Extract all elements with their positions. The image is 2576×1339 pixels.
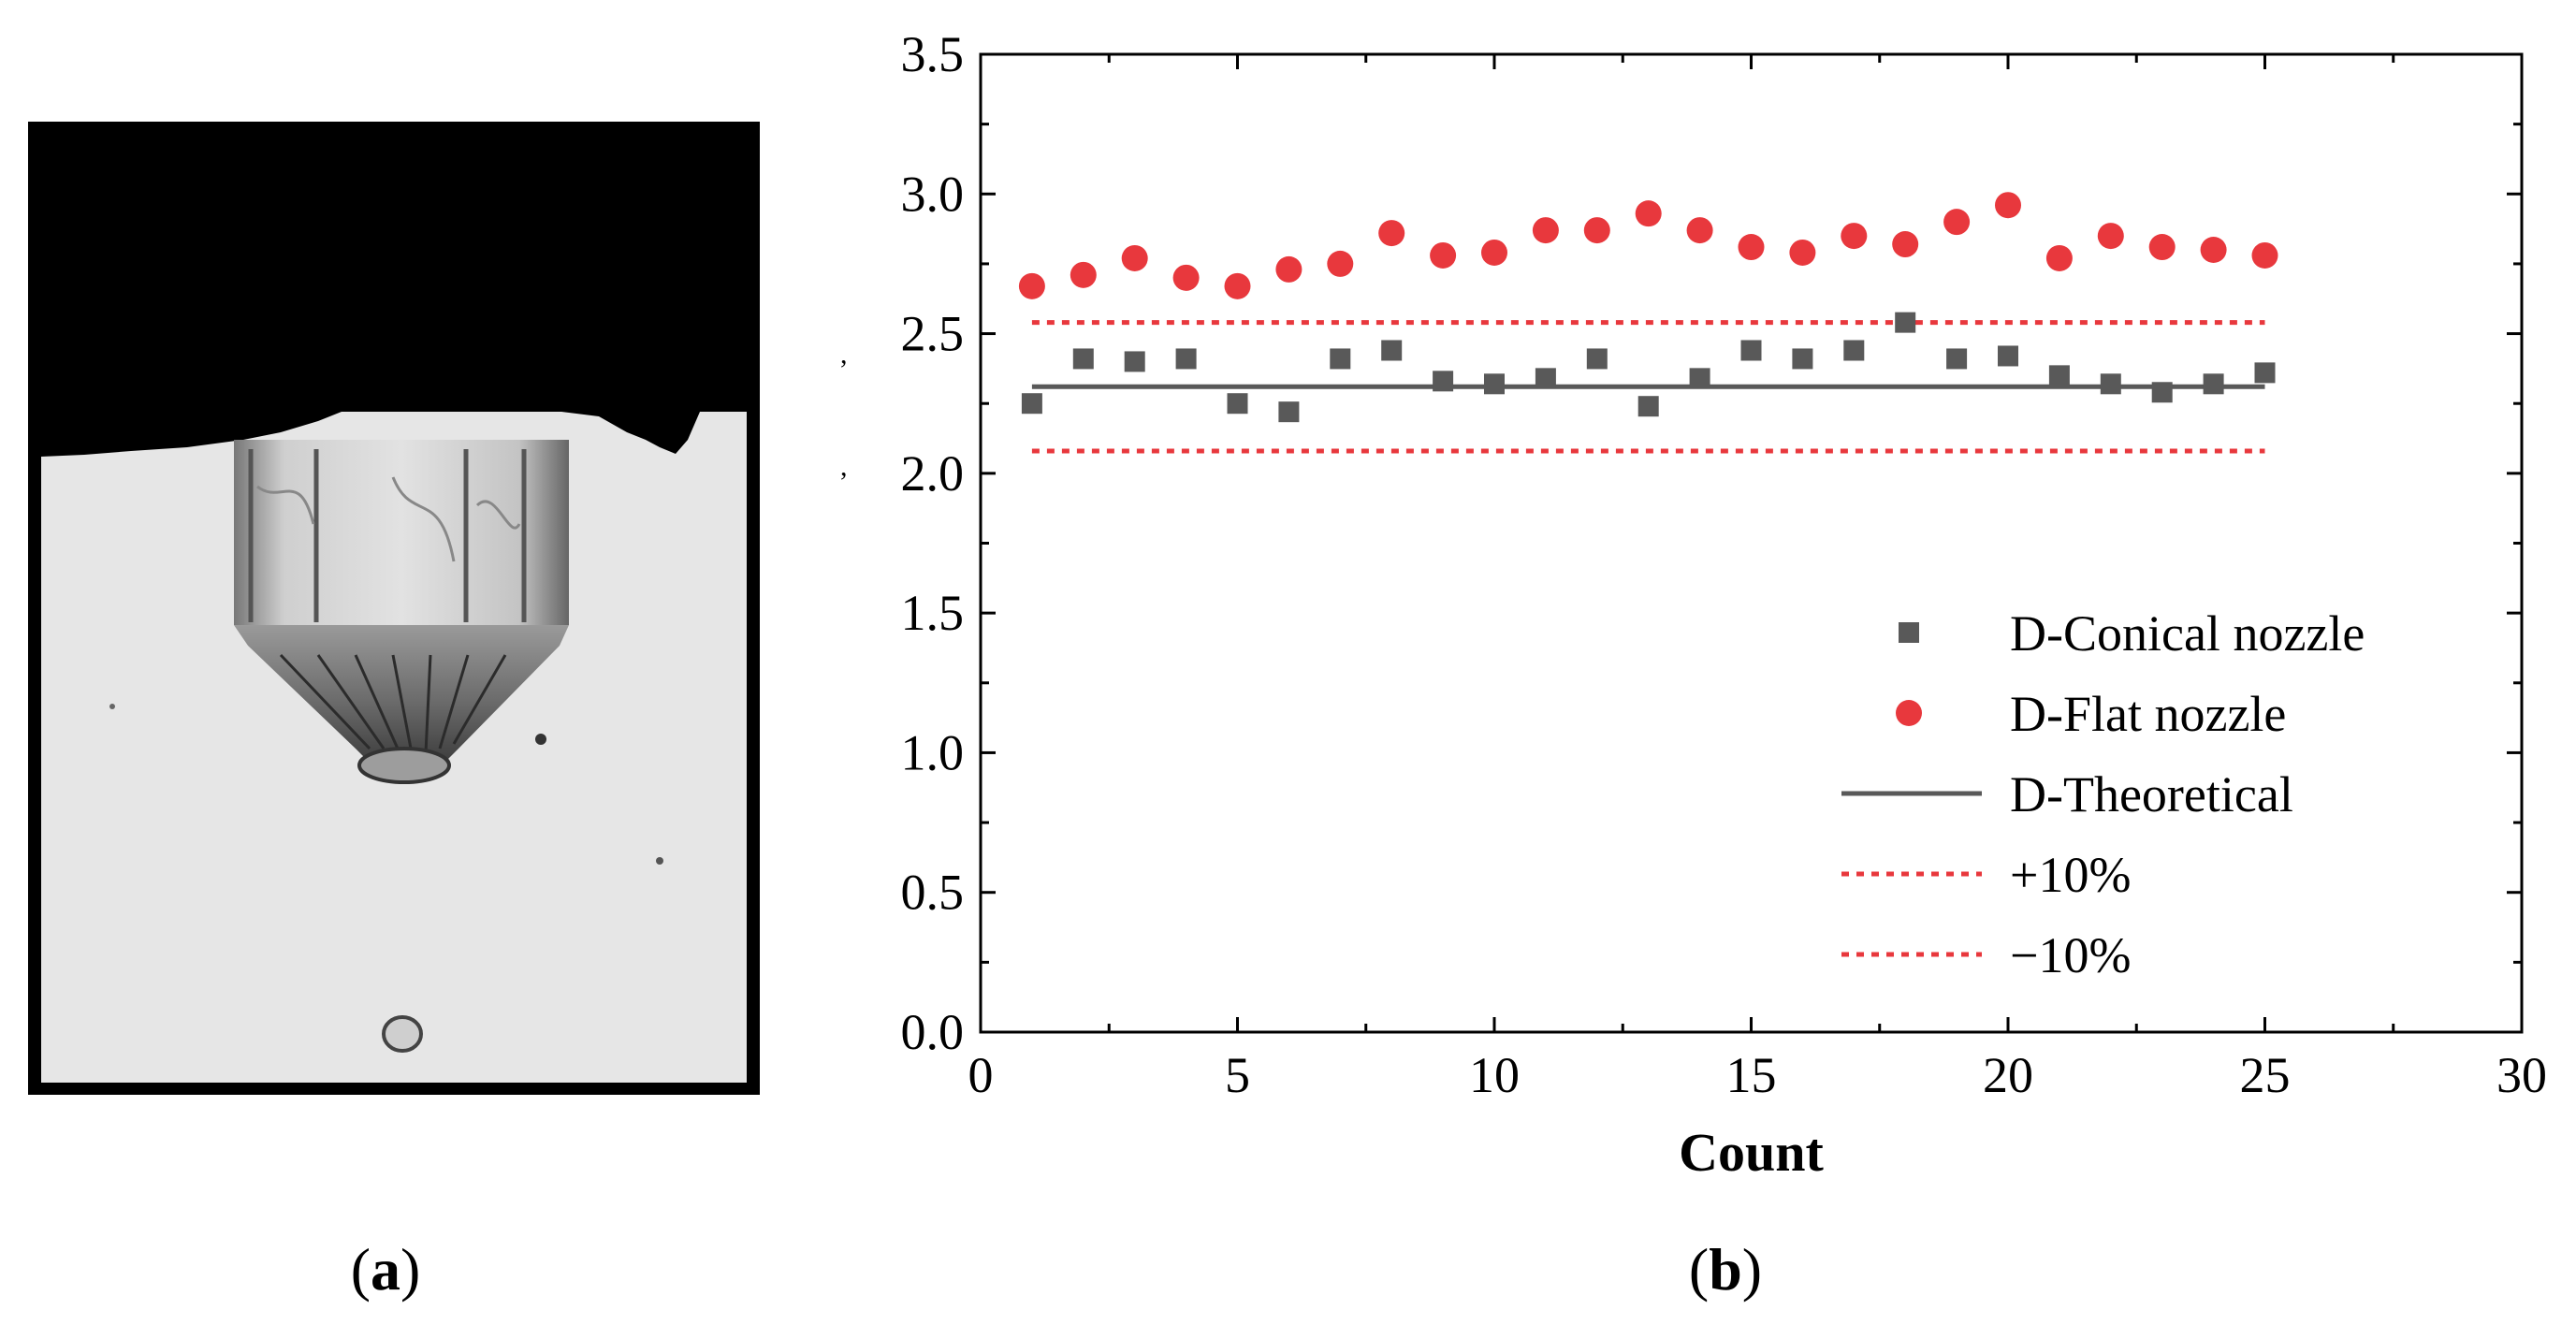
data-point-conical <box>2254 362 2276 384</box>
data-point-conical <box>2100 373 2121 395</box>
photo-speck <box>656 857 663 865</box>
data-point-flat <box>1789 239 1816 266</box>
panel-letter-b: b <box>1709 1236 1742 1303</box>
legend-label: D-Flat nozzle <box>2010 686 2286 742</box>
legend-marker-circle <box>1896 700 1922 726</box>
x-tick-label: 10 <box>1469 1047 1520 1103</box>
data-point-flat <box>1738 234 1765 261</box>
y-tick-label: 2.5 <box>901 306 965 362</box>
data-point-conical <box>1946 348 1968 370</box>
nozzle-photo <box>28 122 760 1095</box>
y-tick-label: 3.0 <box>901 166 965 222</box>
data-points <box>1018 192 2278 423</box>
y-axis: 0.0 0.5 1.0 1.5 2.0 2.5 3.0 3.5 <box>901 26 2522 1060</box>
y-tick-label: 1.5 <box>901 585 965 641</box>
x-tick-label: 30 <box>2496 1047 2547 1103</box>
data-point-conical <box>1740 340 1762 361</box>
y-tick-label: 0.0 <box>901 1004 965 1060</box>
photo-speck <box>535 734 546 745</box>
legend-label: D-Conical nozzle <box>2010 605 2365 662</box>
nozzle-barrel-texture <box>248 449 527 622</box>
x-tick-label: 0 <box>968 1047 994 1103</box>
data-point-flat <box>1481 239 1507 266</box>
data-point-conical <box>1484 373 1505 395</box>
data-point-flat <box>1532 217 1559 244</box>
data-point-conical <box>1072 348 1094 370</box>
x-axis-label: Count <box>1679 1122 1824 1183</box>
falling-droplet <box>382 1015 423 1053</box>
nozzle-cone-streaks <box>279 653 507 754</box>
data-point-conical <box>1227 393 1248 415</box>
data-point-conical <box>1175 348 1197 370</box>
x-tick-label: 5 <box>1225 1047 1250 1103</box>
data-point-conical <box>2203 373 2224 395</box>
y-axis-label-fragment: , <box>840 339 848 370</box>
reference-lines <box>1031 320 2265 454</box>
x-tick-label: 25 <box>2240 1047 2291 1103</box>
data-point-conical <box>1895 312 1916 333</box>
x-axis: 0 5 10 15 20 25 30 <box>968 54 2547 1103</box>
scatter-chart: 0.0 0.5 1.0 1.5 2.0 2.5 3.0 3.5 0 5 10 15 20 25 30 Co… <box>840 26 2547 1183</box>
data-point-flat <box>1172 264 1200 291</box>
data-point-flat <box>1224 272 1251 299</box>
data-point-conical <box>1586 348 1608 370</box>
legend-label: −10% <box>2010 927 2131 983</box>
y-tick-label: 1.0 <box>901 724 965 780</box>
data-point-conical <box>1998 345 2018 367</box>
data-point-conical <box>1381 340 1403 361</box>
data-point-flat <box>1275 255 1303 283</box>
data-point-flat <box>1686 217 1713 244</box>
data-point-conical <box>1843 340 1865 361</box>
photo-dark-mount <box>41 135 747 457</box>
data-point-conical <box>1330 348 1351 370</box>
data-point-flat <box>2251 241 2278 269</box>
data-point-flat <box>1583 217 1610 244</box>
data-point-flat <box>1378 220 1405 247</box>
data-point-flat <box>1121 244 1148 271</box>
data-point-flat <box>1841 223 1868 250</box>
data-point-flat <box>1070 261 1097 288</box>
data-point-flat <box>1995 192 2021 219</box>
data-point-conical <box>2048 365 2070 386</box>
data-point-flat <box>1892 231 1919 258</box>
y-tick-label: 0.5 <box>901 865 965 921</box>
panel-letter-a: a <box>371 1236 400 1303</box>
data-point-conical <box>1278 401 1300 423</box>
legend-marker-square <box>1899 622 1919 643</box>
data-point-flat <box>2200 237 2227 263</box>
legend-label: D-Theoretical <box>2010 766 2293 822</box>
panel-label-a: (a) <box>351 1236 421 1303</box>
y-tick-label: 2.0 <box>901 445 965 502</box>
data-point-conical <box>1689 368 1710 389</box>
legend-label: +10% <box>2010 847 2131 903</box>
data-point-flat <box>1327 250 1354 277</box>
y-tick-label: 3.5 <box>901 26 965 82</box>
photo-speck <box>109 704 115 709</box>
x-tick-label: 15 <box>1726 1047 1777 1103</box>
data-point-conical <box>1021 393 1042 415</box>
data-point-flat <box>2148 234 2176 261</box>
data-point-flat <box>1635 200 1662 227</box>
data-point-flat <box>1943 209 1971 236</box>
data-point-conical <box>2151 382 2173 403</box>
data-point-conical <box>1792 348 1813 370</box>
plot-area-frame <box>979 52 2524 1034</box>
tip-droplet <box>357 747 451 784</box>
y-axis-label-fragment: , <box>840 451 848 482</box>
panel-label-b: (b) <box>1689 1236 1762 1303</box>
data-point-conical <box>1433 371 1454 392</box>
data-point-conical <box>1535 368 1556 389</box>
nozzle-barrel <box>234 440 569 625</box>
legend: D-Conical nozzle D-Flat nozzle D-Theoretic… <box>1841 605 2365 983</box>
data-point-flat <box>2045 244 2073 271</box>
data-point-conical <box>1124 351 1145 372</box>
data-point-flat <box>1430 241 1457 269</box>
x-tick-label: 20 <box>1983 1047 2033 1103</box>
data-point-conical <box>1637 396 1659 417</box>
data-point-flat <box>2097 223 2124 250</box>
data-point-flat <box>1018 272 1045 299</box>
